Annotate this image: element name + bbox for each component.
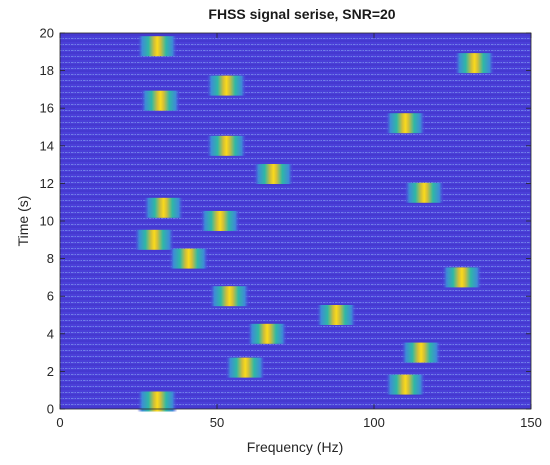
y-tick-label: 14 [40, 138, 54, 153]
plot-area [60, 33, 531, 409]
hop-series [134, 36, 495, 412]
hop-mark-16 [385, 113, 426, 134]
hop-mark-7 [209, 286, 250, 307]
hop-mark-12 [143, 197, 184, 218]
y-tick-label: 6 [47, 289, 54, 304]
hop-mark-10 [134, 229, 175, 250]
hop-mark-18 [206, 75, 247, 96]
hop-mark-5 [247, 323, 288, 344]
x-axis-label: Frequency (Hz) [247, 439, 343, 455]
x-tick-label: 0 [56, 415, 63, 430]
y-tick-label: 12 [40, 176, 54, 191]
y-tick-label: 10 [40, 214, 54, 229]
y-axis: 0 2 4 6 8 10 12 14 16 18 20 [40, 26, 531, 417]
y-tick-label: 0 [47, 402, 54, 417]
hop-mark-4 [401, 342, 442, 363]
x-tick-label: 50 [210, 415, 224, 430]
y-axis-label: Time (s) [15, 196, 31, 247]
y-tick-label: 2 [47, 364, 54, 379]
y-tick-label: 18 [40, 63, 54, 78]
y-tick-label: 20 [40, 26, 54, 41]
hop-mark-2 [385, 374, 426, 395]
y-tick-label: 8 [47, 251, 54, 266]
x-tick-label: 150 [520, 415, 542, 430]
hop-mark-13 [404, 182, 445, 203]
hop-mark-14 [253, 164, 294, 184]
chart-title: FHSS signal serise, SNR=20 [208, 6, 395, 22]
hop-mark-1 [137, 391, 178, 412]
hop-mark-11 [200, 211, 241, 231]
x-tick-label: 100 [363, 415, 385, 430]
x-axis: 0 50 100 150 [56, 33, 542, 430]
hop-mark-3 [225, 357, 266, 378]
hop-mark-17 [140, 90, 181, 111]
hop-mark-15 [206, 135, 247, 156]
hop-mark-8 [441, 267, 482, 288]
y-tick-label: 4 [47, 326, 54, 341]
hop-mark-19 [137, 36, 178, 57]
y-tick-label: 16 [40, 101, 54, 116]
hop-mark-9 [168, 248, 209, 269]
hop-mark-6 [316, 305, 357, 325]
hop-mark-20 [454, 53, 495, 74]
